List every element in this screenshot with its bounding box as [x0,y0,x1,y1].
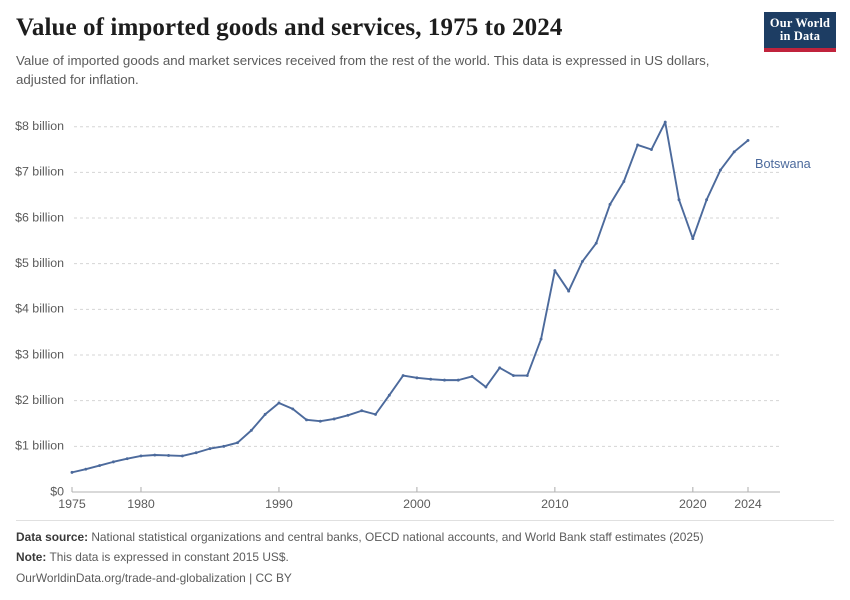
line-chart-svg[interactable]: $0 $1 billion $2 billion $3 billion $4 billi… [0,100,850,512]
data-point[interactable] [360,409,364,413]
x-axis-tick-label: 2010 [541,497,569,511]
logo-line-1: Our World [769,15,831,30]
data-point[interactable] [732,150,736,154]
data-point[interactable] [567,289,571,293]
chart-header: Value of imported goods and services, 19… [16,14,756,90]
data-point[interactable] [580,259,584,263]
data-point[interactable] [70,470,74,474]
data-point[interactable] [746,138,750,142]
footer-note-label: Note: [16,550,47,565]
data-point[interactable] [125,457,129,461]
x-axis-tick-label: 1990 [265,497,293,511]
data-point[interactable] [470,375,474,378]
x-axis-tick-label: 2000 [403,497,431,511]
data-point[interactable] [691,237,695,241]
y-axis-tick-label: $0 [50,484,64,498]
data-point[interactable] [484,385,488,389]
data-point[interactable] [649,148,653,151]
x-axis-tick-label: 1980 [127,497,155,511]
data-point[interactable] [332,417,336,421]
owid-logo[interactable]: Our World in Data [764,12,836,52]
data-point[interactable] [305,418,308,422]
data-point[interactable] [663,120,667,124]
footer-source-row: Data source: National statistical organi… [16,527,816,547]
footer-source-text: National statistical organizations and c… [91,530,704,544]
data-point[interactable] [539,337,543,341]
data-point[interactable] [415,376,419,380]
data-point[interactable] [98,464,102,467]
y-axis-tick-label: $3 billion [15,347,64,361]
data-point[interactable] [594,241,598,245]
x-axis-tick-label: 1975 [58,497,86,511]
data-point[interactable] [222,444,226,448]
chart-plot-area: $0 $1 billion $2 billion $3 billion $4 billi… [0,100,850,512]
data-point[interactable] [236,441,240,445]
data-point[interactable] [263,412,267,416]
data-point[interactable] [153,453,157,457]
data-point[interactable] [387,393,391,397]
data-point[interactable] [677,198,681,202]
y-axis-tick-label: $2 billion [15,393,64,407]
data-point[interactable] [456,378,460,382]
data-point[interactable] [608,202,612,206]
data-point[interactable] [208,447,212,451]
data-point[interactable] [167,454,171,457]
page-title: Value of imported goods and services, 19… [16,14,563,41]
data-point[interactable] [194,451,198,455]
data-point[interactable] [622,180,626,183]
y-axis-tick-label: $7 billion [15,165,64,179]
data-point[interactable] [291,407,295,411]
footer-note-row: Note: This data is expressed in constant… [16,547,816,567]
footer-source-label: Data source: [16,530,89,544]
y-axis-tick-label: $8 billion [15,119,64,133]
data-point[interactable] [512,374,515,378]
data-point[interactable] [318,419,322,423]
y-axis-tick-label: $5 billion [15,256,64,270]
data-point[interactable] [443,378,446,382]
x-axis-tick-label: 2020 [679,497,707,511]
y-axis-tick-label: $6 billion [15,210,64,224]
y-axis-tick-label: $4 billion [15,302,64,316]
chart-footer: Data source: National statistical organi… [16,527,816,588]
data-point[interactable] [705,198,709,202]
x-axis-tick-label: 2024 [734,497,762,511]
data-point[interactable] [180,454,184,458]
series-line-botswana[interactable] [71,121,749,474]
footer-note-text: This data is expressed in constant 2015 … [49,550,289,565]
series-label-botswana[interactable]: Botswana [755,157,812,171]
data-point[interactable] [111,460,115,464]
data-point[interactable] [84,467,88,471]
data-point[interactable] [718,168,722,172]
footer-divider [16,520,834,521]
data-point[interactable] [429,377,433,381]
data-point[interactable] [525,374,529,378]
data-point[interactable] [277,401,281,405]
data-point[interactable] [401,374,405,378]
chart-subtitle: Value of imported goods and market servi… [16,52,710,87]
footer-license[interactable]: OurWorldinData.org/trade-and-globalizati… [16,570,292,585]
data-point[interactable] [553,269,557,272]
y-axis-tick-label: $1 billion [15,439,64,453]
data-point[interactable] [249,428,253,432]
data-point[interactable] [498,366,502,370]
data-point[interactable] [636,143,640,147]
data-point[interactable] [346,413,350,417]
data-point[interactable] [374,412,377,416]
logo-line-2: in Data [779,29,821,43]
data-point[interactable] [139,454,143,458]
